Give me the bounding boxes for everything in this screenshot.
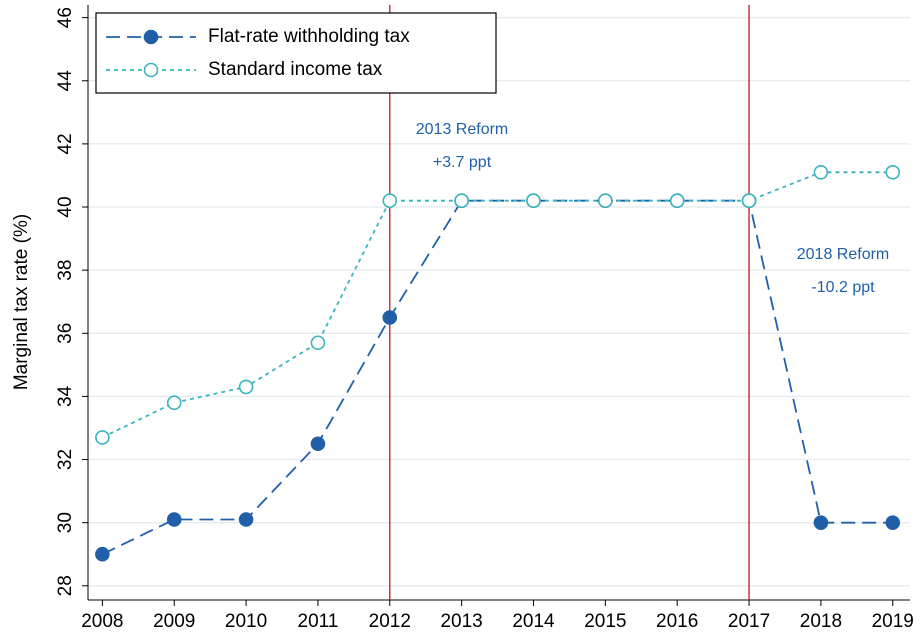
annotation: +3.7 ppt [433,154,492,171]
legend-marker [143,29,159,45]
marker [741,193,757,209]
marker [598,193,613,209]
legend-marker [143,62,159,78]
annotation: -10.2 ppt [811,279,875,296]
marker [95,430,110,445]
x-tick-label: 2019 [872,611,914,632]
y-axis-title: Marginal tax rate (%) [11,214,32,390]
x-tick-label: 2013 [440,611,482,632]
legend-box [95,12,497,94]
marker [526,193,541,209]
y-tick-label: 28 [55,575,76,596]
y-tick-label: 40 [55,196,76,217]
y-tick-label: 44 [55,70,76,92]
marker [95,546,110,562]
x-tick-label: 2017 [728,611,770,632]
marker [885,515,901,530]
series-line [101,171,893,439]
y-tick-label: 30 [55,512,76,533]
x-tick-label: 2016 [656,611,698,632]
y-tick-label: 46 [55,7,76,28]
marker [238,512,254,527]
y-tick-label: 38 [55,260,76,281]
x-tick-label: 2009 [153,611,195,632]
marker [813,164,829,180]
marker [166,395,182,411]
marker [238,379,254,395]
y-tick-label: 32 [55,449,76,470]
x-tick-label: 2008 [81,611,123,632]
x-tick-label: 2010 [225,611,267,632]
annotation: 2013 Reform [416,121,509,138]
marker [454,193,469,209]
legend-label: Flat-rate withholding tax [208,26,410,47]
marker [382,310,398,325]
marker [885,164,901,180]
y-tick-label: 42 [55,133,76,154]
marker [669,193,685,209]
marker [310,436,326,452]
x-tick-label: 2011 [298,611,339,632]
annotation: 2018 Reform [797,246,890,263]
marker [310,335,326,351]
x-tick-label: 2018 [800,611,842,632]
x-tick-label: 2012 [369,611,411,632]
y-tick-label: 36 [55,323,76,344]
y-tick-label: 34 [55,385,76,407]
series-line [101,199,893,556]
marker [166,512,182,527]
marker [813,515,829,530]
x-tick-label: 2014 [512,611,555,632]
x-tick-label: 2015 [584,611,626,632]
marker [382,193,398,209]
legend-label: Standard income tax [208,59,383,80]
